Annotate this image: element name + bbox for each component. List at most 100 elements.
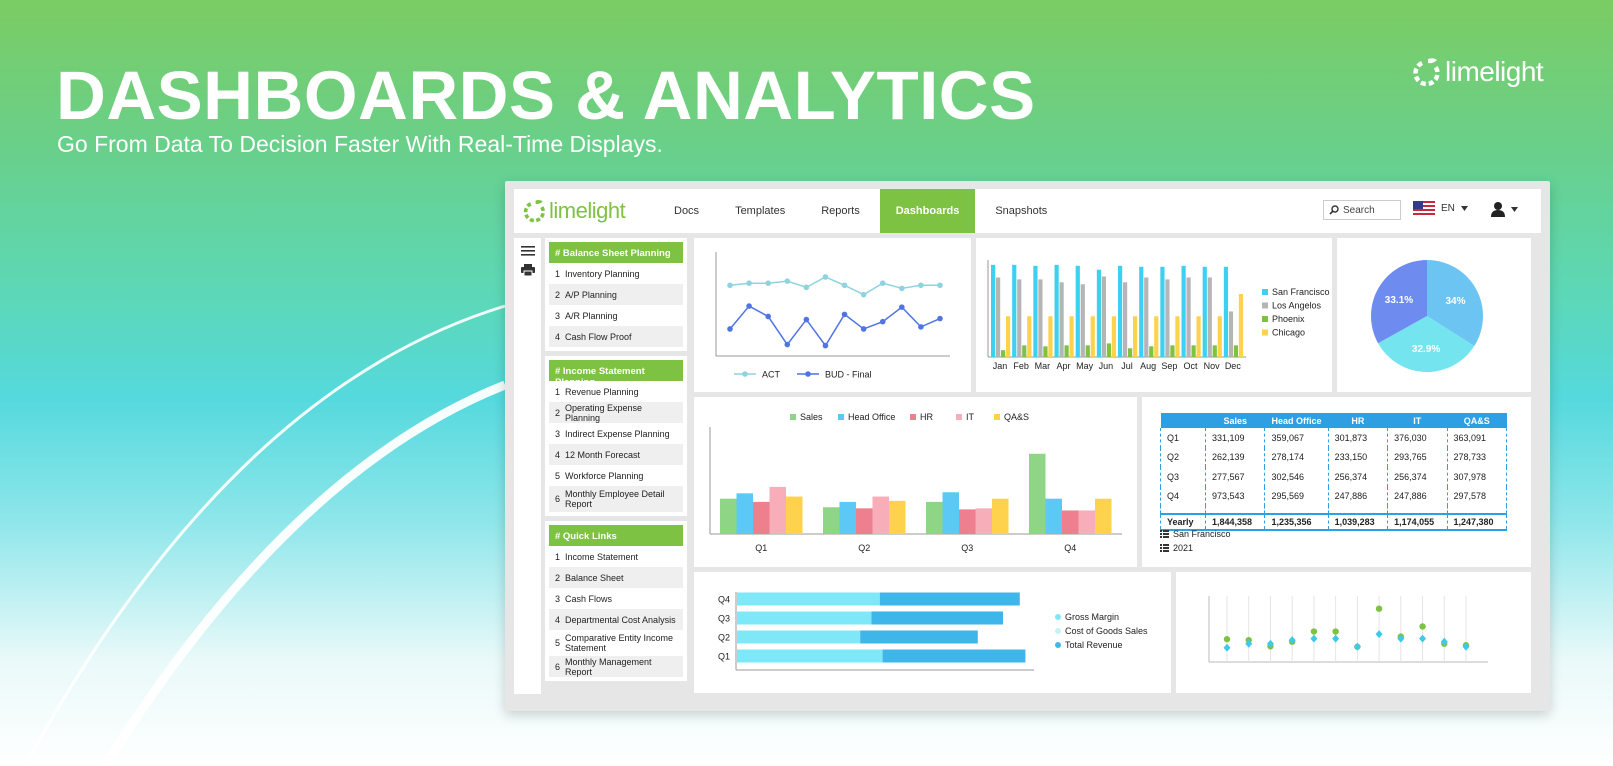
filter-location[interactable]: San Francisco — [1160, 529, 1231, 539]
search-input[interactable]: Search — [1323, 200, 1401, 220]
data-point — [1332, 634, 1340, 643]
bar — [1181, 265, 1186, 357]
sidebar-item-cash-flow-proof[interactable]: 4 Cash Flow Proof — [549, 326, 683, 347]
data-point — [1419, 634, 1427, 643]
search-icon — [1329, 205, 1339, 215]
legend-label: Sales — [800, 412, 823, 422]
user-menu[interactable] — [1490, 201, 1518, 217]
menu-icon[interactable] — [520, 245, 535, 257]
legend-swatch — [1262, 316, 1268, 322]
data-point — [1419, 623, 1426, 630]
sidebar-item-number: 5 — [555, 638, 561, 648]
panel-city-bar-chart: Jan Feb Mar Apr May Jun Jul Aug Sep Oct Nov Dec San … — [976, 238, 1332, 392]
sidebar-group-title[interactable]: # Quick Links — [549, 525, 683, 546]
legend-label: Gross Margin — [1065, 612, 1119, 622]
dashboard-window: limelight Docs Templates Reports Dashboa… — [505, 181, 1550, 711]
sidebar-item-label: Monthly Employee Detail Report — [565, 489, 665, 509]
legend-swatch — [1262, 302, 1268, 309]
sidebar-item-operating-expense-planning[interactable]: 2 Operating Expense Planning — [549, 402, 683, 423]
bar — [856, 508, 873, 534]
bar — [1029, 453, 1046, 534]
sidebar-item-monthly-management-report[interactable]: 6 Monthly Management Report — [549, 656, 683, 677]
table-cell: 1,235,356 — [1264, 513, 1329, 531]
sidebar-item-ar-planning[interactable]: 3 A/R Planning — [549, 305, 683, 326]
tab-reports[interactable]: Reports — [821, 205, 860, 217]
sidebar-item-balance-sheet[interactable]: 2 Balance Sheet — [549, 567, 683, 588]
sidebar-item-label: Workforce Planning — [565, 470, 644, 481]
bar — [1144, 277, 1149, 357]
bar — [1106, 343, 1112, 357]
bar-segment — [860, 630, 978, 644]
table-cell: Yearly — [1160, 513, 1206, 531]
panel-line-chart: ACT BUD - Final — [694, 238, 971, 392]
sidebar-item-income-statement[interactable]: 1 Income Statement — [549, 546, 683, 567]
data-point — [822, 342, 829, 349]
user-icon — [1491, 202, 1505, 217]
legend-marker — [742, 371, 748, 377]
sidebar-item-label: Income Statement — [565, 551, 639, 562]
data-point — [746, 303, 752, 309]
data-point — [899, 304, 905, 310]
legend-label: Chicago — [1272, 328, 1305, 338]
sidebar-item-number: 6 — [555, 661, 561, 672]
tab-dashboards[interactable]: Dashboards — [879, 189, 976, 233]
sidebar-item-number: 2 — [555, 407, 561, 418]
sidebar-item-number: 2 — [555, 572, 561, 583]
sidebar-item-departmental-cost-analysis[interactable]: 4 Departmental Cost Analysis — [549, 609, 683, 630]
sidebar-item-number: 6 — [555, 494, 561, 504]
bar — [1165, 279, 1170, 357]
sidebar: # Balance Sheet Planning 1 Inventory Plan… — [545, 238, 687, 694]
bar — [1196, 316, 1201, 357]
sidebar-group-title[interactable]: # Balance Sheet Planning — [549, 242, 683, 263]
data-point — [1223, 643, 1231, 652]
sidebar-item-revenue-planning[interactable]: 1 Revenue Planning — [549, 381, 683, 402]
bar — [1217, 316, 1222, 357]
sidebar-item-comparative-entity-income-statement[interactable]: 5 Comparative Entity Income Statement — [549, 630, 683, 656]
bar-segment — [737, 630, 861, 644]
table-cell: 302,546 — [1264, 467, 1329, 487]
sidebar-item-cash-flows[interactable]: 3 Cash Flows — [549, 588, 683, 609]
legend-label: Los Angelos — [1272, 301, 1322, 311]
hero-brand-word: limelight — [1445, 56, 1544, 87]
sidebar-item-ap-planning[interactable]: 2 A/P Planning — [549, 284, 683, 305]
sidebar-item-number: 4 — [555, 331, 561, 342]
sidebar-item-number: 4 — [555, 614, 561, 625]
pie-slice — [1378, 316, 1475, 372]
sidebar-item-inventory-planning[interactable]: 1 Inventory Planning — [549, 263, 683, 284]
bar — [769, 486, 786, 534]
data-point — [784, 278, 791, 284]
legend-swatch — [1262, 289, 1268, 295]
sidebar-item-indirect-expense-planning[interactable]: 3 Indirect Expense Planning — [549, 423, 683, 444]
language-selector[interactable]: EN — [1413, 201, 1468, 216]
bar — [1054, 264, 1059, 357]
sidebar-group-title[interactable]: # Income Statement Planning — [549, 360, 683, 388]
legend-label: San Francisco — [1272, 287, 1330, 297]
bar — [992, 498, 1009, 534]
sidebar-item-12-month-forecast[interactable]: 4 12 Month Forecast — [549, 444, 683, 465]
quarterly-data-table: Sales Head Office HR IT QA&S Q1 331,109 … — [1160, 413, 1507, 531]
table-cell: Q2 — [1160, 447, 1206, 467]
bar-segment — [879, 592, 1020, 606]
legend-swatch — [838, 414, 844, 420]
bar — [1001, 350, 1006, 357]
bar-segment — [737, 592, 880, 606]
data-point — [937, 315, 943, 322]
tab-templates[interactable]: Templates — [735, 205, 786, 217]
sidebar-item-label: Comparative Entity Income Statement — [565, 633, 674, 653]
bar — [996, 277, 1001, 357]
bar — [1170, 345, 1175, 357]
table-cell: 247,886 — [1387, 486, 1447, 506]
sidebar-item-workforce-planning[interactable]: 5 Workforce Planning — [549, 465, 683, 486]
bar — [753, 501, 770, 534]
app-logo-word: limelight — [549, 198, 626, 223]
sidebar-item-monthly-employee-detail-report[interactable]: 6 Monthly Employee Detail Report — [549, 486, 683, 512]
tab-snapshots[interactable]: Snapshots — [995, 205, 1048, 217]
tab-docs[interactable]: Docs — [674, 205, 700, 217]
app-logo[interactable]: limelight — [522, 198, 658, 224]
table-header: Sales — [1205, 413, 1265, 428]
sidebar-group-balance-sheet: # Balance Sheet Planning 1 Inventory Plan… — [545, 238, 687, 351]
filter-year[interactable]: 2021 — [1160, 543, 1193, 553]
table-header: HR — [1328, 413, 1388, 428]
print-icon[interactable] — [520, 264, 535, 276]
